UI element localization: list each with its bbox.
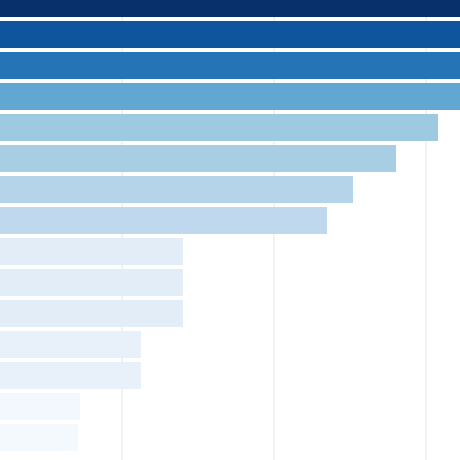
bar-13 [0, 362, 141, 389]
bar-5 [0, 114, 438, 141]
bar-12 [0, 331, 141, 358]
bar-2 [0, 21, 460, 48]
bar-8 [0, 207, 327, 234]
bar-1 [0, 0, 460, 17]
bar-6 [0, 145, 396, 172]
bar-11 [0, 300, 183, 327]
bar-7 [0, 176, 353, 203]
bar-14 [0, 393, 80, 420]
bar-9 [0, 238, 183, 265]
bar-15 [0, 424, 78, 451]
bar-4 [0, 83, 460, 110]
bar-10 [0, 269, 183, 296]
bar-3 [0, 52, 460, 79]
